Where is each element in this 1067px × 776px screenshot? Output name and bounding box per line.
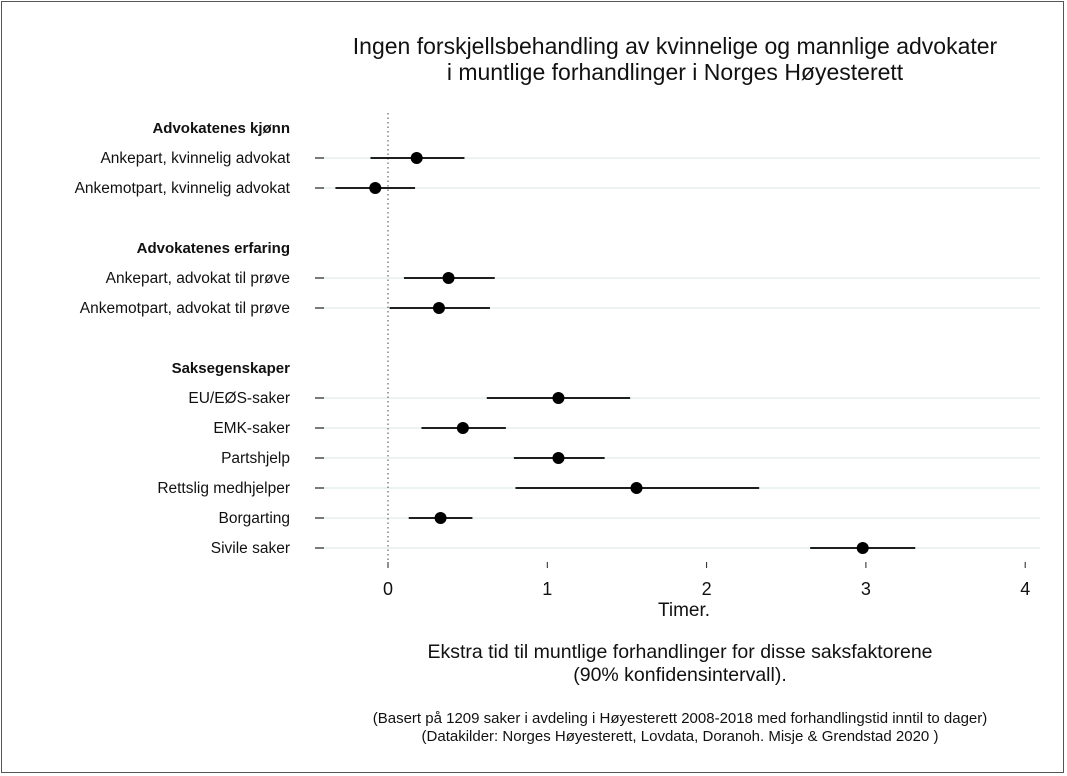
- row-label: Rettslig medhjelper: [157, 480, 290, 497]
- row-label: Ankemotpart, kvinnelig advokat: [75, 180, 291, 197]
- point-estimate: [856, 542, 869, 554]
- row-label: Sivile saker: [211, 540, 290, 557]
- row-label: Ankemotpart, advokat til prøve: [80, 300, 290, 317]
- point-estimate: [369, 182, 382, 194]
- row-label: EU/EØS-saker: [188, 390, 290, 407]
- group-heading: Advokatenes erfaring: [137, 240, 290, 257]
- x-tick-label: 4: [1020, 579, 1030, 599]
- row-label: Ankepart, advokat til prøve: [106, 270, 290, 287]
- point-estimate: [410, 152, 423, 164]
- point-estimate: [456, 422, 469, 434]
- x-tick-label: 2: [702, 579, 712, 599]
- x-tick-label: 1: [542, 579, 552, 599]
- caption-line-1: Ekstra tid til muntlige forhandlinger fo…: [427, 641, 933, 663]
- x-tick-label: 0: [383, 579, 393, 599]
- row-label: Ankepart, kvinnelig advokat: [100, 150, 290, 167]
- point-estimate: [432, 302, 445, 314]
- chart-title-line-1: Ingen forskjellsbehandling av kvinnelige…: [352, 33, 998, 59]
- x-axis-title: Timer.: [658, 600, 710, 621]
- source-note-line-2: (Datakilder: Norges Høyesterett, Lovdata…: [421, 728, 939, 745]
- group-heading: Saksegenskaper: [172, 360, 291, 377]
- point-estimate: [630, 482, 643, 494]
- row-label: EMK-saker: [213, 420, 290, 437]
- point-estimate: [442, 272, 455, 284]
- point-estimate: [552, 452, 565, 464]
- caption-line-2: (90% konfidensintervall).: [573, 664, 787, 686]
- group-heading: Advokatenes kjønn: [152, 120, 290, 137]
- point-estimate: [434, 512, 447, 524]
- row-label: Partshjelp: [221, 450, 290, 467]
- x-tick-label: 3: [861, 579, 871, 599]
- row-label: Borgarting: [218, 510, 290, 527]
- chart-title-line-2: i muntlige forhandlinger i Norges Høyest…: [446, 59, 904, 85]
- point-estimate: [552, 392, 565, 404]
- source-note-line-1: (Basert på 1209 saker i avdeling i Høyes…: [372, 710, 988, 727]
